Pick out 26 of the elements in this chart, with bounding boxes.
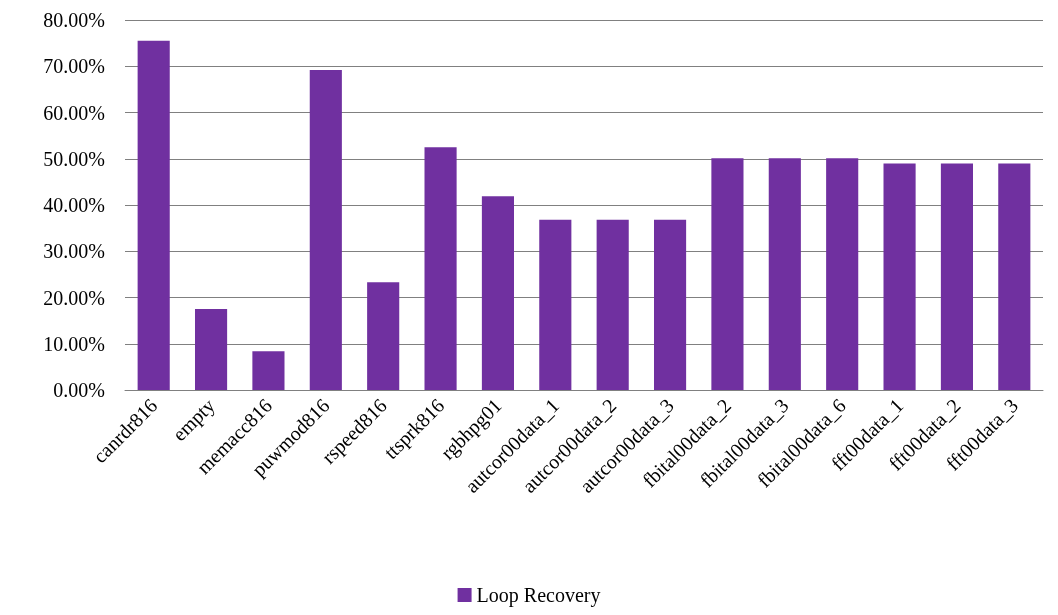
y-tick-label: 50.00% <box>43 147 105 170</box>
bar <box>195 309 228 390</box>
y-tick-label: 10.00% <box>43 332 105 355</box>
bar <box>883 163 916 390</box>
bar <box>137 40 170 390</box>
bar <box>539 219 572 390</box>
bar <box>596 219 629 390</box>
bar <box>424 147 457 390</box>
y-tick-label: 40.00% <box>43 194 105 216</box>
bar <box>768 158 801 390</box>
y-tick-label: 30.00% <box>43 240 105 263</box>
bar <box>481 196 514 390</box>
bar <box>940 163 973 390</box>
bar <box>998 163 1031 390</box>
bar <box>826 158 859 390</box>
legend-label: Loop Recovery <box>476 584 601 607</box>
y-tick-label: 60.00% <box>43 101 105 124</box>
y-tick-label: 20.00% <box>43 286 105 309</box>
y-tick-label: 70.00% <box>43 55 105 78</box>
bar <box>252 351 285 390</box>
y-tick-label: 80.00% <box>43 9 105 31</box>
bar <box>654 219 687 390</box>
y-tick-label: 0.00% <box>53 379 105 401</box>
bar <box>711 158 744 390</box>
bar <box>309 69 342 390</box>
bar <box>367 282 400 390</box>
